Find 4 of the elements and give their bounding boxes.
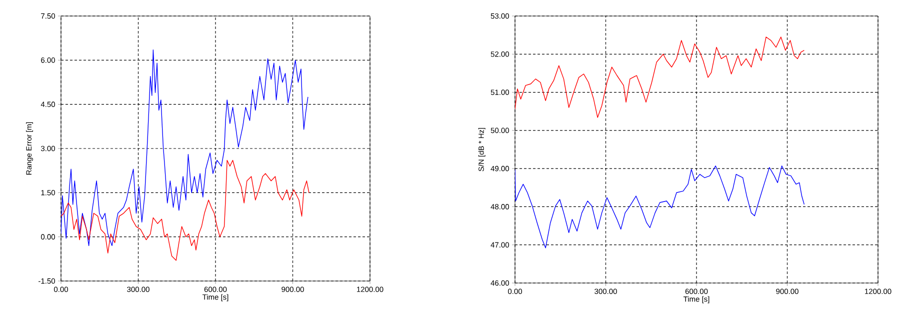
line-series <box>515 166 805 248</box>
line-series <box>61 50 308 246</box>
line-series <box>515 36 805 118</box>
line-series <box>61 160 310 261</box>
